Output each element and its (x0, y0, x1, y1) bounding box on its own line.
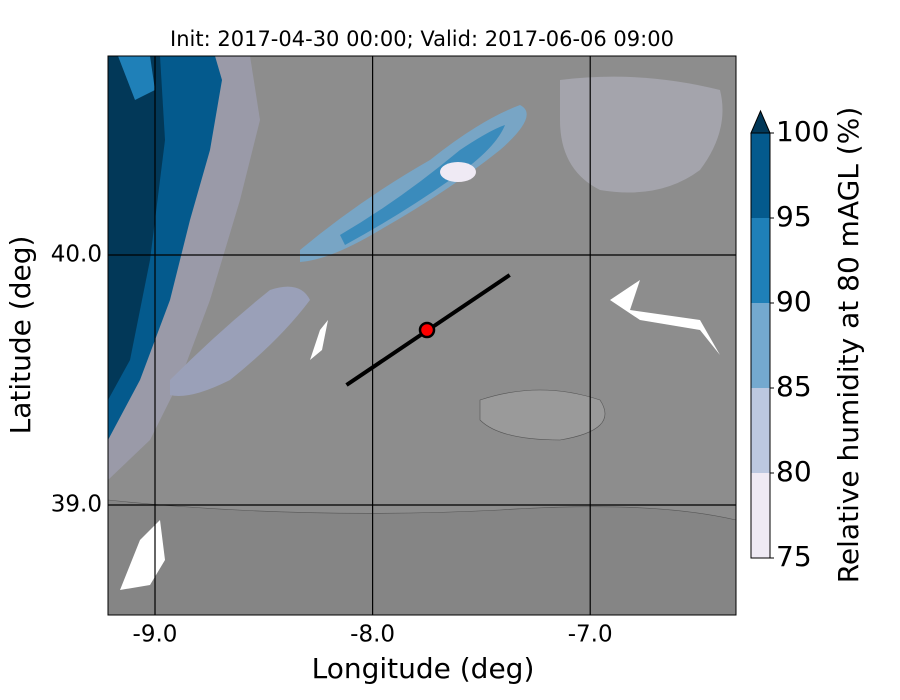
colorbar-tick-label: 85 (776, 370, 812, 403)
map-frame (107, 55, 737, 616)
colorbar-label: Relative humidity at 80 mAGL (%) (832, 107, 865, 584)
chart-title: Init: 2017-04-30 00:00; Valid: 2017-06-0… (170, 27, 674, 51)
colorbar-segment (751, 303, 770, 388)
field-region (479, 389, 606, 441)
x-tick-label: -7.0 (568, 622, 613, 648)
field-region (108, 499, 736, 615)
location-point (418, 321, 436, 339)
colorbar-segment (751, 473, 770, 558)
x-tick-label: -9.0 (133, 622, 178, 648)
field-region (170, 286, 310, 396)
field-region (310, 320, 328, 360)
colorbar-segment (751, 388, 770, 473)
colorbar-tick-label: 80 (776, 455, 812, 488)
colorbar-frame (750, 132, 771, 559)
colorbar-tick-label: 90 (776, 285, 812, 318)
colorbar-segment (751, 133, 770, 218)
y-axis-label: Latitude (deg) (4, 236, 37, 435)
field-region (560, 76, 723, 193)
colorbar-tick-label: 100 (776, 115, 829, 148)
field-region (440, 162, 476, 182)
field-region (108, 56, 165, 400)
x-tick-label: -8.0 (350, 622, 395, 648)
colorbar-tick-label: 95 (776, 200, 812, 233)
y-tick-label: 39.0 (51, 492, 102, 518)
colorbar-tick-label: 75 (776, 540, 812, 573)
colorbar-segment (751, 218, 770, 303)
field-region (610, 280, 720, 355)
colorbar-extension (750, 109, 771, 134)
field-region (118, 56, 155, 100)
x-axis-label: Longitude (deg) (312, 652, 535, 685)
field-region (120, 520, 165, 590)
field (108, 56, 736, 615)
y-tick-label: 40.0 (51, 242, 102, 268)
field-region (340, 125, 505, 245)
